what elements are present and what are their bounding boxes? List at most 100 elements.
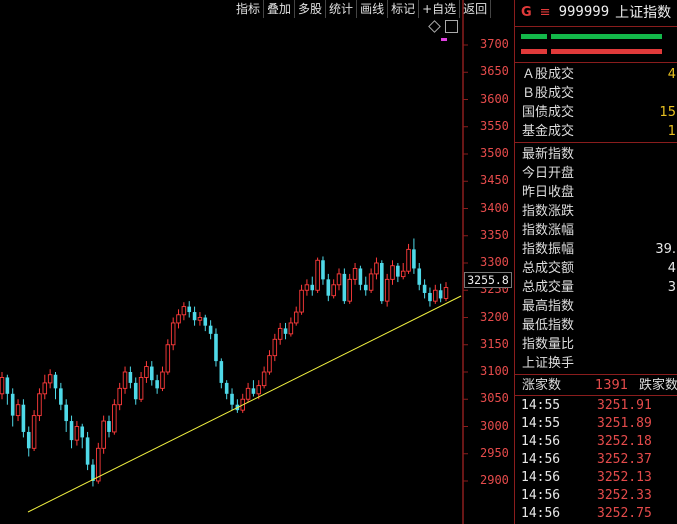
candle-body (417, 268, 422, 285)
candle (117, 382, 122, 411)
exchange-volume-row: Ａ股成交 4 (515, 65, 677, 84)
candle (347, 273, 352, 304)
candle (59, 382, 63, 411)
candle (85, 431, 90, 471)
menu-icon[interactable]: ≡ (539, 4, 551, 20)
draw-line-button[interactable]: 画线 (357, 0, 389, 18)
candle (64, 399, 68, 432)
candle-body (187, 306, 192, 313)
candle (192, 306, 197, 326)
candle (352, 263, 358, 285)
candle (422, 279, 427, 299)
candle-body (272, 338, 278, 357)
candle-body (128, 372, 133, 383)
candle-body (214, 333, 218, 362)
candle-body (219, 361, 224, 383)
stat-label: 总成交量 (522, 280, 575, 295)
candle-body (224, 382, 229, 394)
candle (21, 399, 26, 438)
add-watchlist-button[interactable]: +自选 (419, 0, 461, 18)
candle-body (133, 382, 138, 400)
tick-price: 3252.75 (597, 506, 652, 521)
stat-value: 4 (667, 261, 676, 276)
candle (400, 263, 406, 280)
candle (149, 361, 154, 386)
candle (15, 399, 21, 422)
chart-area[interactable]: 3700 3650 3600 3550 3500 3450 3400 3350 3300 3250… (0, 0, 512, 524)
candle (396, 263, 400, 283)
candle-body (230, 393, 234, 405)
tick-row: 14:56 3252.18 (515, 433, 677, 451)
tick-time: 14:55 (521, 416, 561, 431)
candle (208, 320, 213, 340)
marker-icon (441, 38, 447, 41)
candle-body (5, 377, 10, 394)
candle (384, 273, 390, 307)
candle (251, 380, 256, 397)
candle (138, 372, 144, 402)
candle-body (122, 371, 128, 389)
candle (433, 284, 438, 304)
candle-body (321, 260, 325, 280)
candle-body (91, 464, 95, 481)
stat-label: 昨日收盘 (522, 185, 575, 200)
candle (176, 309, 181, 329)
candle-body (347, 278, 352, 302)
candle (74, 421, 80, 446)
candle (272, 333, 278, 362)
candle (412, 238, 416, 274)
candle-body (37, 393, 42, 417)
stat-value: 15 (659, 105, 676, 120)
panel-header: G ≡ 999999 上证指数 (515, 0, 677, 24)
rise-count: 1391 (595, 378, 629, 393)
stat-label: 指数量比 (522, 337, 575, 352)
index-stat-row: 今日开盘 (515, 164, 677, 183)
candlestick-chart[interactable] (0, 0, 512, 524)
ask-bar-red-long (551, 49, 662, 54)
index-stat-row: 指数量比 (515, 335, 677, 354)
candle-body (299, 289, 304, 313)
candle (224, 380, 229, 400)
candle-body (112, 404, 117, 433)
mark-button[interactable]: 标记 (388, 0, 420, 18)
trend-line[interactable] (27, 295, 462, 513)
candle-body (138, 377, 144, 400)
candle (310, 276, 315, 296)
candle-body (283, 328, 288, 334)
candle-body (74, 426, 80, 441)
index-stat-row: 指数涨跌 (515, 202, 677, 221)
indicator-button[interactable]: 指标 (233, 0, 265, 18)
candle (107, 415, 111, 438)
candle (256, 380, 262, 400)
candle (406, 243, 411, 274)
y-tick-label: 3050 (480, 391, 509, 406)
index-stat-row: 最低指数 (515, 316, 677, 335)
candle-body (363, 284, 368, 291)
overlay-button[interactable]: 叠加 (264, 0, 296, 18)
g-icon[interactable]: G (521, 4, 532, 20)
y-tick-label: 2900 (480, 473, 509, 487)
back-button[interactable]: 返回 (460, 0, 492, 18)
candle-body (176, 314, 181, 324)
multi-stock-button[interactable]: 多股 (295, 0, 327, 18)
stat-value: 4 (667, 67, 676, 82)
candle-body (15, 404, 21, 417)
stat-label: 指数振幅 (522, 242, 575, 257)
stat-label: 最新指数 (522, 147, 575, 162)
candle-body (304, 284, 310, 291)
candle (230, 388, 234, 411)
statistics-button[interactable]: 统计 (326, 0, 358, 18)
candle (443, 282, 449, 302)
candle (245, 382, 251, 402)
candle (187, 301, 192, 318)
tick-time: 14:56 (521, 452, 561, 467)
window-toggle-icon[interactable] (445, 20, 458, 33)
stat-value: 3 (667, 280, 676, 295)
tick-row: 14:56 3252.13 (515, 469, 677, 487)
candle-body (107, 421, 111, 432)
candle-body (47, 374, 53, 384)
candle (122, 366, 128, 394)
candle (128, 366, 133, 389)
candle (10, 388, 15, 427)
candle-body (422, 284, 427, 293)
